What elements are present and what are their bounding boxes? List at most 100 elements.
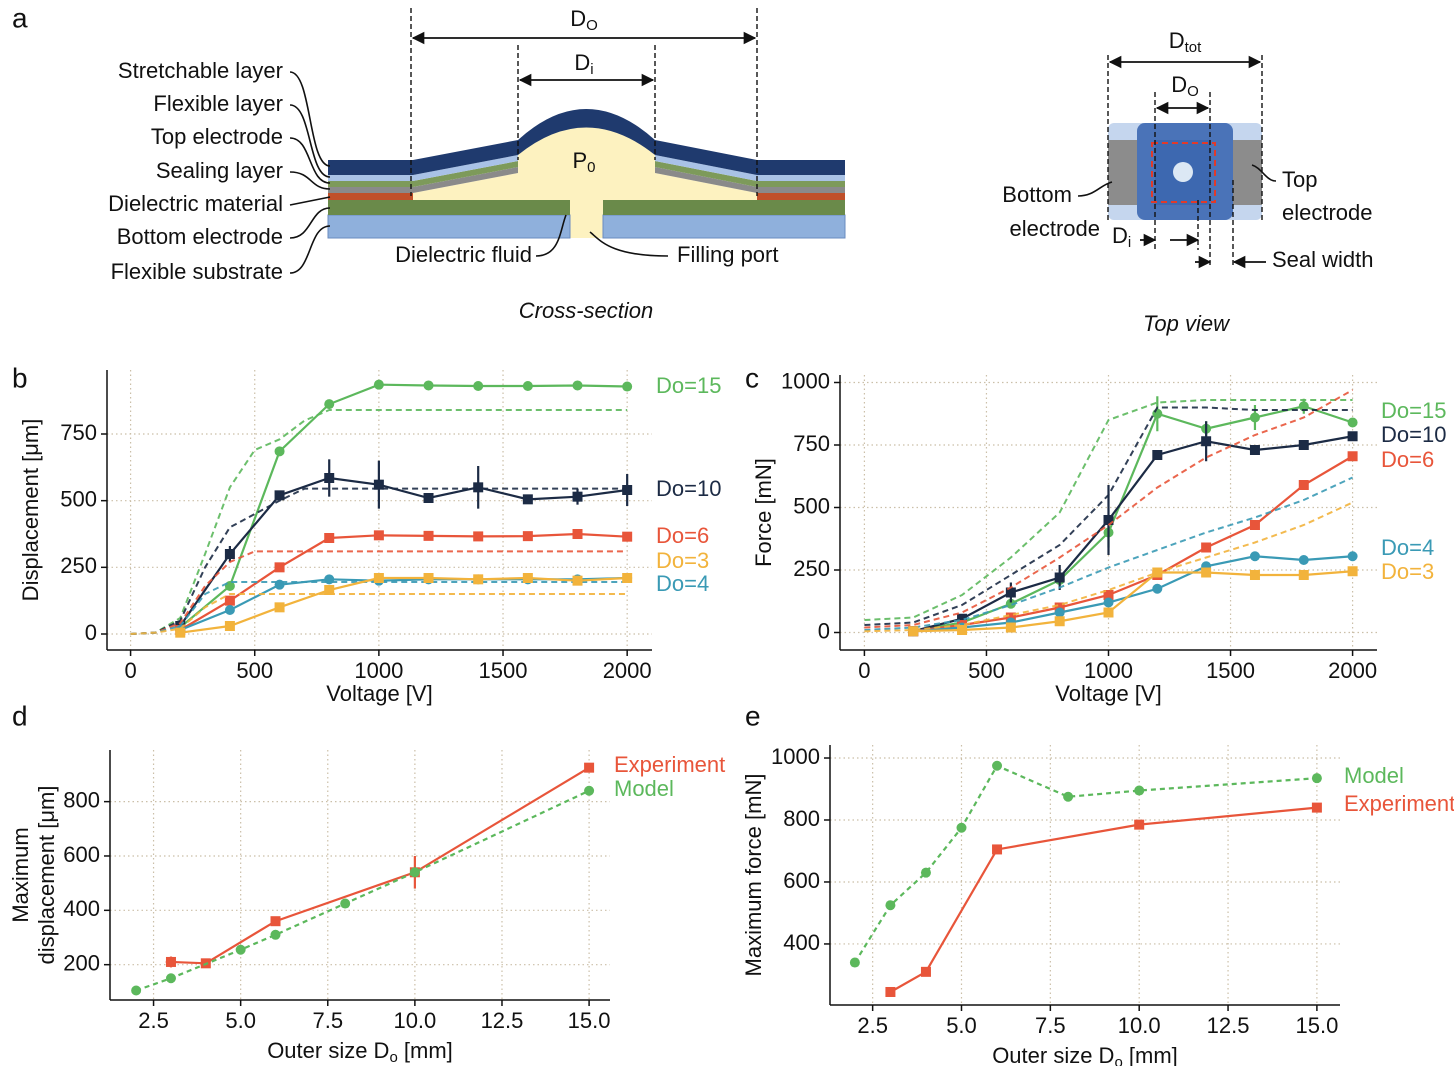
marker xyxy=(270,916,281,927)
model-line xyxy=(130,581,628,635)
x-tick-label: 0 xyxy=(124,658,136,683)
marker xyxy=(1298,401,1309,412)
marker xyxy=(1201,436,1212,447)
model-line xyxy=(864,399,1353,621)
marker xyxy=(1134,785,1145,796)
marker xyxy=(920,966,931,977)
top-view xyxy=(1077,55,1277,269)
x-tick-label: 10.0 xyxy=(393,1008,436,1033)
marker xyxy=(274,579,285,590)
y-tick-label: 0 xyxy=(85,620,97,645)
port-label: Filling port xyxy=(677,242,778,267)
series-line xyxy=(170,766,590,965)
y-tick-label: 500 xyxy=(60,486,97,511)
marker xyxy=(584,785,595,796)
y-tick-label: 200 xyxy=(63,950,100,975)
symbol: D xyxy=(1171,72,1187,97)
marker xyxy=(957,625,968,635)
marker xyxy=(622,531,633,542)
marker xyxy=(423,493,434,503)
marker xyxy=(1054,616,1065,627)
panel-label: e xyxy=(745,700,761,731)
marker xyxy=(572,491,583,502)
marker xyxy=(885,986,896,997)
x-tick-label: 12.5 xyxy=(1207,1013,1250,1038)
series-label: Experiment xyxy=(614,752,725,777)
y-tick-label: 600 xyxy=(63,842,100,867)
marker xyxy=(1249,412,1260,423)
series-line xyxy=(913,405,1353,633)
y-tick-label: 250 xyxy=(793,556,830,581)
marker xyxy=(1298,480,1309,490)
series-line xyxy=(179,576,628,632)
series-line xyxy=(913,570,1353,633)
marker xyxy=(224,605,235,615)
marker xyxy=(1249,570,1260,580)
model-line xyxy=(130,593,628,635)
marker xyxy=(1201,567,1212,578)
marker xyxy=(1063,791,1074,802)
electrode-label: electrode xyxy=(1009,216,1100,241)
marker xyxy=(572,380,583,391)
y-tick-label: 1000 xyxy=(781,368,830,393)
marker xyxy=(992,760,1003,771)
marker xyxy=(131,985,142,996)
marker xyxy=(340,898,351,909)
x-tick-label: 500 xyxy=(968,658,1005,683)
series-label: Do=3 xyxy=(656,548,709,573)
model-line xyxy=(130,550,628,635)
dimension-label: DO xyxy=(570,6,598,34)
symbol: P xyxy=(572,148,587,173)
x-axis-label-part: Outer size D xyxy=(992,1043,1114,1066)
electrode-label: electrode xyxy=(1282,200,1373,225)
marker xyxy=(908,626,919,637)
marker xyxy=(1347,566,1358,577)
seal-label: Seal width xyxy=(1272,247,1374,272)
marker xyxy=(473,574,484,585)
y-tick-label: 400 xyxy=(63,896,100,921)
marker xyxy=(1103,515,1114,525)
marker xyxy=(1152,450,1163,460)
layer-label: Sealing layer xyxy=(156,158,283,183)
x-tick-label: 1000 xyxy=(1084,658,1133,683)
electrode-label: Top xyxy=(1282,167,1317,192)
y-axis-label: Force [mN] xyxy=(751,458,776,567)
dimension-label: Di xyxy=(574,50,593,78)
series-line xyxy=(913,455,1354,633)
x-axis-label: Voltage [V] xyxy=(1055,681,1161,706)
series-line xyxy=(913,555,1353,633)
marker xyxy=(1152,583,1163,594)
x-tick-label: 15.0 xyxy=(568,1008,611,1033)
series-label: Experiment xyxy=(1344,791,1454,816)
marker xyxy=(1249,551,1260,562)
x-tick-label: 500 xyxy=(236,658,273,683)
marker xyxy=(956,822,967,833)
marker xyxy=(1054,607,1065,618)
y-tick-label: 750 xyxy=(793,431,830,456)
series-label: Do=6 xyxy=(656,523,709,548)
x-tick-label: 2.5 xyxy=(857,1013,888,1038)
x-axis-label-part: o xyxy=(389,1049,397,1066)
series-label: Do=15 xyxy=(656,373,721,398)
dimension-label: DO xyxy=(1171,72,1199,100)
marker xyxy=(1311,802,1322,813)
subscript: O xyxy=(586,17,598,34)
marker xyxy=(885,900,896,911)
series-line xyxy=(912,435,1353,633)
marker xyxy=(373,379,384,390)
marker xyxy=(1103,607,1114,618)
marker xyxy=(373,479,384,490)
marker xyxy=(235,944,246,955)
layer-label: Dielectric material xyxy=(108,191,283,216)
y-tick-label: 250 xyxy=(60,553,97,578)
marker xyxy=(270,929,281,940)
series-label: Do=15 xyxy=(1381,398,1446,423)
marker xyxy=(409,867,420,878)
marker xyxy=(224,549,235,559)
y-tick-label: 750 xyxy=(60,420,97,445)
subscript: i xyxy=(1128,234,1131,251)
marker xyxy=(1134,819,1145,830)
marker xyxy=(849,957,860,968)
x-tick-label: 2000 xyxy=(603,658,652,683)
marker xyxy=(1054,572,1065,583)
